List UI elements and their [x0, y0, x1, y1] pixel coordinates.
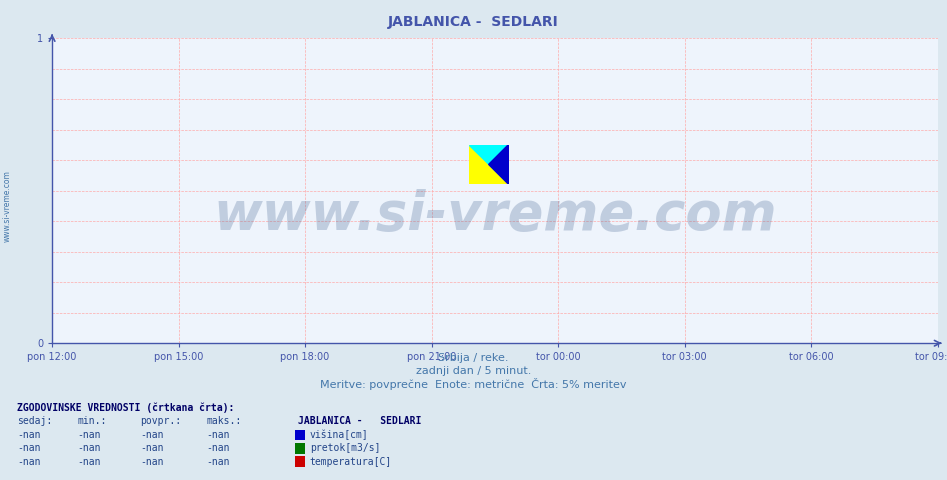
Text: -nan: -nan: [78, 444, 101, 453]
Text: -nan: -nan: [206, 444, 230, 453]
Text: -nan: -nan: [140, 444, 164, 453]
Text: Meritve: povprečne  Enote: metrične  Črta: 5% meritev: Meritve: povprečne Enote: metrične Črta:…: [320, 377, 627, 390]
Polygon shape: [489, 144, 509, 184]
Text: Srbija / reke.: Srbija / reke.: [438, 353, 509, 362]
Text: višina[cm]: višina[cm]: [310, 430, 368, 440]
Text: -nan: -nan: [140, 457, 164, 467]
Text: www.si-vreme.com: www.si-vreme.com: [213, 189, 777, 241]
Text: -nan: -nan: [78, 430, 101, 440]
Text: -nan: -nan: [206, 430, 230, 440]
Text: povpr.:: povpr.:: [140, 417, 181, 426]
Polygon shape: [469, 144, 509, 184]
Text: -nan: -nan: [206, 457, 230, 467]
Polygon shape: [469, 144, 509, 184]
Text: pretok[m3/s]: pretok[m3/s]: [310, 444, 380, 453]
Text: JABLANICA -  SEDLARI: JABLANICA - SEDLARI: [388, 14, 559, 29]
Text: JABLANICA -   SEDLARI: JABLANICA - SEDLARI: [298, 417, 421, 426]
Text: -nan: -nan: [17, 430, 41, 440]
Text: temperatura[C]: temperatura[C]: [310, 457, 392, 467]
Text: maks.:: maks.:: [206, 417, 241, 426]
Text: www.si-vreme.com: www.si-vreme.com: [3, 170, 12, 242]
Text: min.:: min.:: [78, 417, 107, 426]
Text: -nan: -nan: [78, 457, 101, 467]
Text: sedaj:: sedaj:: [17, 417, 52, 426]
Text: ZGODOVINSKE VREDNOSTI (črtkana črta):: ZGODOVINSKE VREDNOSTI (črtkana črta):: [17, 403, 235, 413]
Text: zadnji dan / 5 minut.: zadnji dan / 5 minut.: [416, 366, 531, 375]
Text: -nan: -nan: [140, 430, 164, 440]
Text: -nan: -nan: [17, 457, 41, 467]
Text: -nan: -nan: [17, 444, 41, 453]
